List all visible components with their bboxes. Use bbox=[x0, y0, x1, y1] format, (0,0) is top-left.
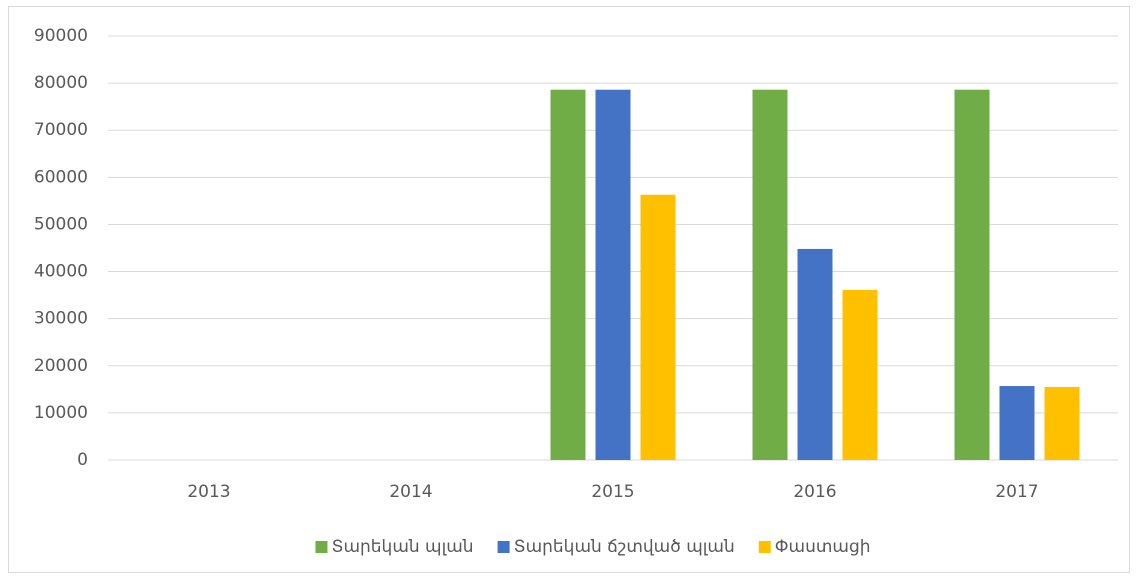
y-tick-label: 50000 bbox=[34, 214, 88, 234]
legend-swatch bbox=[497, 541, 510, 553]
y-tick-label: 0 bbox=[77, 450, 88, 470]
y-tick-label: 60000 bbox=[34, 167, 88, 187]
y-tick-label: 80000 bbox=[34, 73, 88, 93]
bar bbox=[640, 194, 676, 460]
y-tick-label: 20000 bbox=[34, 356, 88, 376]
bar bbox=[1044, 386, 1080, 460]
bar bbox=[752, 89, 788, 460]
x-tick-label: 2016 bbox=[793, 482, 836, 502]
bar bbox=[550, 89, 586, 460]
x-tick-label: 2014 bbox=[389, 482, 432, 502]
x-tick-label: 2017 bbox=[995, 482, 1038, 502]
bar bbox=[842, 289, 878, 460]
bar bbox=[595, 89, 631, 460]
bar bbox=[999, 386, 1035, 460]
bar bbox=[954, 89, 990, 460]
legend-label: Տարեկան պլան bbox=[331, 537, 473, 557]
y-tick-label: 30000 bbox=[34, 309, 88, 329]
y-tick-label: 10000 bbox=[34, 403, 88, 423]
legend-label: Փաստացի bbox=[775, 537, 871, 557]
legend-swatch bbox=[315, 541, 328, 553]
y-tick-label: 40000 bbox=[34, 262, 88, 282]
y-tick-label: 90000 bbox=[34, 26, 88, 46]
y-tick-label: 70000 bbox=[34, 120, 88, 140]
x-tick-label: 2013 bbox=[187, 482, 230, 502]
legend-label: Տարեկան ճշտված պլան bbox=[514, 537, 735, 557]
bar bbox=[797, 248, 833, 460]
x-tick-label: 2015 bbox=[591, 482, 634, 502]
legend-swatch bbox=[758, 541, 771, 553]
